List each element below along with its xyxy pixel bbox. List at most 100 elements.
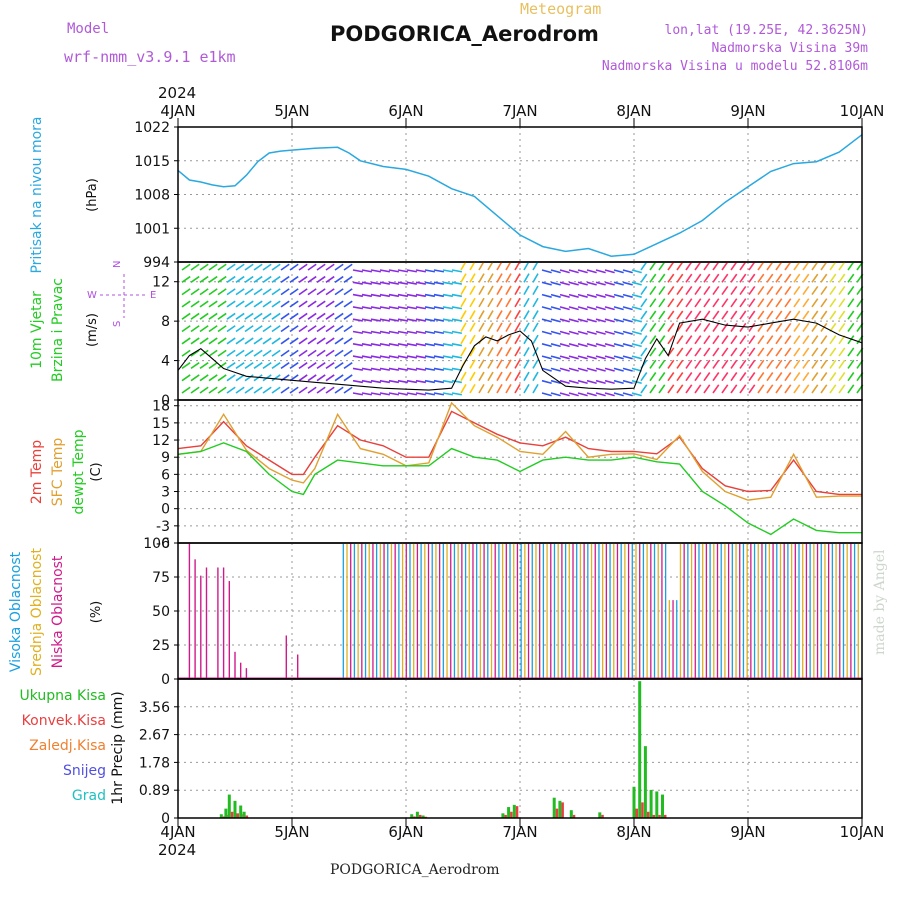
- wind-barb: [379, 318, 390, 322]
- wind-barb: [442, 318, 453, 322]
- wind-barb: [280, 349, 290, 357]
- wind-barb: [487, 334, 494, 345]
- wind-barb: [631, 330, 642, 335]
- wind-barb: [829, 359, 837, 369]
- wind-barb: [388, 269, 399, 273]
- wind-barb: [289, 337, 299, 345]
- wind-barb: [622, 306, 633, 311]
- wind-barb: [847, 310, 855, 320]
- wind-barb: [532, 260, 539, 271]
- wind-barb: [784, 273, 792, 283]
- wind-barb: [388, 367, 399, 371]
- wind-barb: [793, 285, 801, 296]
- cloud-label-high: Visoka Oblacnost: [8, 551, 24, 672]
- wind-barb: [415, 281, 426, 285]
- precip-bar-total: [569, 810, 573, 818]
- precip-bar-total: [233, 800, 237, 818]
- wind-barb: [244, 386, 254, 394]
- temp-ytick-label: 12: [152, 433, 170, 449]
- precip-bar-conv: [236, 813, 239, 818]
- wind-barb: [289, 312, 299, 320]
- wind-barb: [595, 318, 606, 323]
- wind-barb: [829, 384, 837, 394]
- wind-barb: [370, 269, 381, 273]
- wind-barb: [577, 330, 588, 335]
- wind-barb: [460, 310, 467, 320]
- wind-barb: [613, 355, 624, 360]
- wind-barb: [271, 263, 281, 271]
- wind-barb: [235, 275, 245, 283]
- wind-barb: [406, 293, 417, 298]
- cloud-ytick-label: 50: [152, 604, 170, 620]
- wind-barb: [730, 322, 738, 332]
- wind-barb: [316, 386, 326, 394]
- wind-barb: [334, 337, 344, 345]
- precip-legend-1: Konvek.Kisa: [22, 713, 106, 729]
- wind-barb: [586, 306, 597, 311]
- wind-barb: [370, 355, 381, 359]
- wind-barb: [604, 318, 615, 323]
- wind-barb: [343, 263, 353, 271]
- precip-bar-conv: [572, 814, 576, 818]
- wind-barb: [190, 275, 200, 283]
- wind-ytick-label: 12: [152, 275, 170, 291]
- wind-barb: [811, 261, 819, 271]
- wind-barb: [838, 261, 846, 271]
- wind-barb: [289, 386, 299, 394]
- wind-barb: [775, 359, 783, 369]
- wind-barb: [199, 325, 209, 333]
- wind-barb: [217, 263, 227, 271]
- wind-barb: [469, 347, 476, 357]
- wind-barb: [199, 288, 209, 296]
- wind-barb: [208, 337, 218, 345]
- wind-barb: [703, 298, 711, 308]
- wind-barb: [793, 359, 801, 369]
- wind-barb: [784, 261, 792, 271]
- wind-barb: [712, 273, 720, 283]
- wind-barb: [721, 273, 729, 283]
- wind-barb: [451, 281, 462, 285]
- temp-ytick-label: 15: [152, 416, 170, 432]
- wind-barb: [424, 281, 435, 285]
- wind-barb: [613, 367, 624, 372]
- wind-barb: [712, 322, 720, 332]
- wind-barb: [811, 335, 819, 345]
- wind-barb: [748, 310, 756, 320]
- wind-barb: [523, 334, 530, 345]
- precip-bar-total: [655, 791, 659, 818]
- wind-barb: [820, 347, 828, 357]
- wind-barb: [775, 261, 783, 271]
- wind-barb: [649, 261, 657, 271]
- precip-bar-total: [507, 807, 511, 818]
- wind-barb: [703, 359, 711, 369]
- cloud-label-low: Niska Oblacnost: [50, 555, 66, 668]
- cloud-ytick-label: 100: [143, 536, 170, 552]
- wind-barb: [631, 281, 642, 286]
- wind-barb: [820, 298, 828, 308]
- wind-barb: [811, 310, 819, 320]
- wind-barb: [334, 349, 344, 357]
- precip-bar-total: [632, 786, 636, 818]
- wind-barb: [469, 371, 476, 382]
- wind-barb: [199, 300, 209, 308]
- wind-barb: [685, 372, 693, 382]
- wind-barb: [415, 293, 426, 298]
- temp-label-2m: 2m Temp: [29, 440, 45, 504]
- wind-barb: [280, 300, 290, 308]
- wind-barb: [226, 337, 236, 345]
- wind-barb: [829, 335, 837, 345]
- wind-barb: [676, 261, 684, 271]
- wind-barb: [262, 263, 272, 271]
- wind-barb: [451, 392, 462, 396]
- wind-barb: [190, 386, 200, 394]
- wind-barb: [325, 312, 335, 320]
- wind-barb: [478, 371, 485, 382]
- wind-barb: [253, 337, 263, 345]
- precip-bar-total: [501, 813, 505, 818]
- wind-barb: [622, 318, 633, 323]
- wind-barb: [253, 263, 263, 271]
- wind-barb: [397, 379, 408, 384]
- wind-barb: [550, 269, 561, 274]
- wind-barb: [847, 261, 855, 271]
- wind-barb: [199, 362, 209, 370]
